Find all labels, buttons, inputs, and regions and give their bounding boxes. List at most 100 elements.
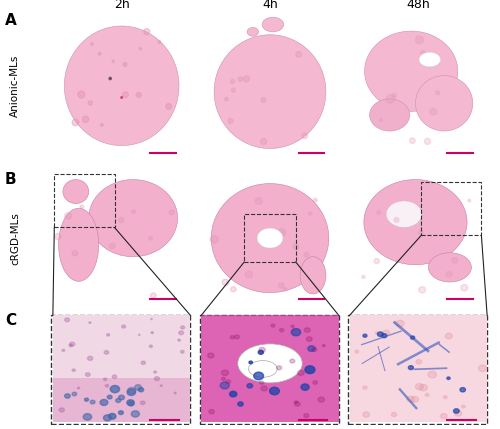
Circle shape (246, 271, 252, 278)
Circle shape (424, 138, 430, 145)
Circle shape (118, 395, 124, 400)
Circle shape (90, 400, 95, 404)
Ellipse shape (63, 180, 88, 203)
Circle shape (411, 396, 418, 402)
Circle shape (418, 230, 423, 235)
Circle shape (460, 387, 466, 392)
Circle shape (308, 212, 312, 215)
Circle shape (121, 97, 122, 98)
Circle shape (230, 287, 236, 292)
Text: cRGD-MLs: cRGD-MLs (10, 211, 20, 265)
Circle shape (378, 332, 384, 336)
Circle shape (382, 334, 387, 338)
Circle shape (407, 396, 414, 402)
Circle shape (127, 389, 136, 396)
Circle shape (64, 213, 71, 219)
Circle shape (420, 384, 428, 391)
Circle shape (376, 332, 378, 334)
Circle shape (138, 388, 143, 392)
Ellipse shape (247, 27, 258, 36)
Circle shape (91, 42, 93, 45)
Circle shape (306, 337, 312, 341)
Circle shape (104, 415, 112, 421)
Circle shape (123, 63, 127, 66)
Circle shape (425, 393, 429, 396)
Circle shape (270, 387, 280, 395)
Circle shape (150, 293, 156, 298)
Circle shape (238, 402, 243, 406)
Circle shape (374, 259, 380, 264)
Circle shape (392, 94, 396, 98)
Circle shape (106, 334, 110, 336)
Circle shape (160, 385, 162, 387)
Circle shape (109, 77, 112, 80)
Circle shape (70, 342, 75, 346)
Circle shape (72, 251, 78, 256)
Ellipse shape (214, 35, 326, 148)
Ellipse shape (364, 31, 458, 112)
Circle shape (222, 370, 228, 375)
Circle shape (118, 218, 124, 223)
Circle shape (224, 97, 228, 101)
Circle shape (396, 320, 404, 326)
Circle shape (230, 391, 237, 397)
Circle shape (59, 408, 64, 412)
Circle shape (280, 329, 284, 332)
Circle shape (54, 234, 61, 239)
Circle shape (139, 48, 141, 50)
Circle shape (308, 346, 315, 351)
Circle shape (296, 51, 302, 57)
Circle shape (116, 399, 121, 402)
Circle shape (226, 380, 230, 384)
Circle shape (249, 361, 252, 364)
Circle shape (291, 325, 294, 328)
Circle shape (294, 402, 300, 406)
Circle shape (261, 97, 266, 103)
Text: 48h: 48h (406, 0, 430, 11)
Circle shape (421, 59, 426, 64)
Circle shape (108, 414, 116, 419)
Circle shape (151, 332, 154, 334)
Circle shape (180, 326, 184, 329)
Circle shape (416, 384, 424, 390)
Text: 2h: 2h (114, 0, 130, 11)
Circle shape (284, 287, 287, 291)
Circle shape (151, 318, 152, 320)
Ellipse shape (248, 360, 277, 378)
Circle shape (72, 369, 76, 372)
Circle shape (128, 402, 134, 406)
Circle shape (105, 384, 108, 387)
Circle shape (112, 375, 116, 378)
Circle shape (138, 334, 140, 335)
Circle shape (154, 377, 160, 381)
Circle shape (144, 29, 150, 35)
Circle shape (180, 350, 184, 353)
Circle shape (78, 387, 80, 389)
Circle shape (436, 91, 440, 95)
Ellipse shape (262, 17, 283, 32)
Circle shape (84, 398, 88, 401)
Ellipse shape (364, 180, 467, 265)
Circle shape (304, 414, 309, 417)
Circle shape (88, 356, 93, 360)
Circle shape (154, 371, 156, 373)
Circle shape (440, 414, 447, 419)
Circle shape (313, 381, 318, 384)
Circle shape (408, 366, 414, 370)
Circle shape (454, 411, 462, 416)
Circle shape (410, 138, 415, 143)
Ellipse shape (386, 201, 422, 227)
Circle shape (127, 400, 134, 405)
Ellipse shape (238, 344, 302, 383)
Text: 4h: 4h (262, 0, 278, 11)
Circle shape (132, 210, 136, 214)
Circle shape (100, 124, 103, 127)
Circle shape (363, 386, 367, 389)
Circle shape (230, 335, 234, 339)
Ellipse shape (211, 184, 329, 293)
Circle shape (363, 412, 370, 417)
Circle shape (72, 119, 78, 126)
Ellipse shape (370, 99, 410, 131)
Circle shape (64, 394, 70, 398)
Ellipse shape (257, 228, 283, 248)
